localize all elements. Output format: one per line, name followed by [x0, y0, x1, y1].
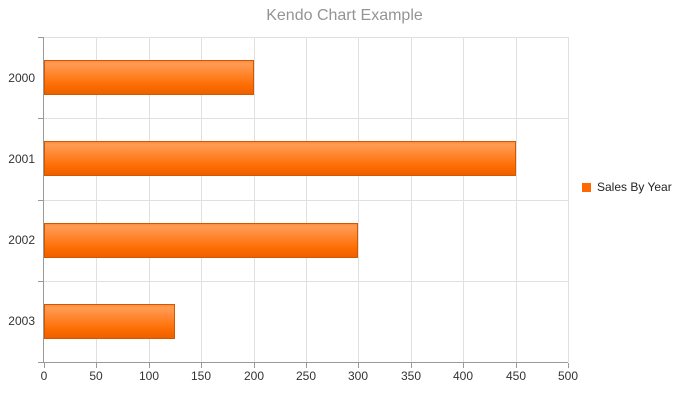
bar-2003[interactable] — [44, 304, 175, 339]
category-axis-tick — [38, 37, 43, 38]
gridline-vertical — [411, 37, 412, 362]
value-axis-label: 450 — [505, 369, 527, 383]
category-axis-tick — [38, 118, 43, 119]
category-axis-label: 2002 — [8, 233, 35, 247]
bar-2001[interactable] — [44, 141, 516, 176]
gridline-vertical — [149, 37, 150, 362]
value-axis-tick — [201, 363, 202, 368]
value-axis-tick — [463, 363, 464, 368]
bar-2000[interactable] — [44, 60, 254, 95]
gridline-vertical — [201, 37, 202, 362]
value-axis-label: 400 — [452, 369, 474, 383]
value-axis-label: 250 — [295, 369, 317, 383]
value-axis-tick — [516, 363, 517, 368]
category-axis-label: 2003 — [8, 314, 35, 328]
value-axis-tick — [149, 363, 150, 368]
value-axis-tick — [411, 363, 412, 368]
value-axis-label: 0 — [40, 369, 48, 383]
category-axis-tick — [38, 281, 43, 282]
value-axis-label: 200 — [243, 369, 265, 383]
category-axis-line — [43, 37, 44, 362]
gridline-vertical — [358, 37, 359, 362]
value-axis-tick — [44, 363, 45, 368]
value-axis-label: 50 — [89, 369, 103, 383]
gridline-horizontal — [44, 200, 568, 201]
category-axis-label: 2001 — [8, 152, 35, 166]
bar-2002[interactable] — [44, 223, 358, 258]
gridline-vertical — [516, 37, 517, 362]
legend-item-label: Sales By Year — [597, 180, 672, 194]
legend-marker-icon — [582, 182, 591, 192]
legend[interactable]: Sales By Year — [582, 180, 672, 194]
chart-title: Kendo Chart Example — [266, 7, 423, 24]
category-axis-tick — [38, 200, 43, 201]
gridline-horizontal — [44, 37, 568, 38]
gridline-horizontal — [44, 118, 568, 119]
value-axis-tick — [358, 363, 359, 368]
gridline-vertical — [254, 37, 255, 362]
gridline-horizontal — [44, 281, 568, 282]
category-axis-label: 2000 — [8, 71, 35, 85]
value-axis-label: 100 — [138, 369, 160, 383]
value-axis-label: 500 — [557, 369, 579, 383]
gridline-vertical — [568, 37, 569, 362]
gridline-vertical — [96, 37, 97, 362]
value-axis-tick — [96, 363, 97, 368]
value-axis-tick — [254, 363, 255, 368]
value-axis-label: 150 — [190, 369, 212, 383]
category-axis-tick — [38, 362, 43, 363]
value-axis-tick — [306, 363, 307, 368]
gridline-vertical — [463, 37, 464, 362]
value-axis-label: 300 — [347, 369, 369, 383]
value-axis-line — [43, 362, 568, 363]
value-axis-tick — [568, 363, 569, 368]
value-axis-label: 350 — [400, 369, 422, 383]
gridline-vertical — [306, 37, 307, 362]
